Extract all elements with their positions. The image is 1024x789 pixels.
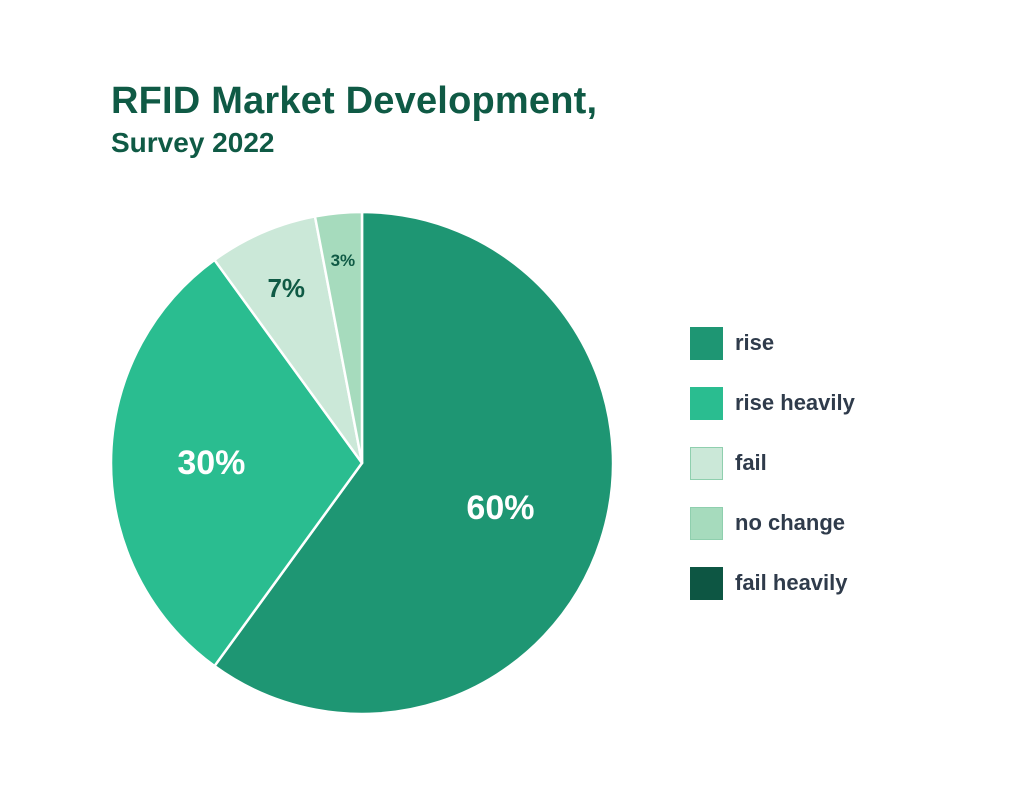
legend-label-fail: fail [735,450,767,475]
title-block: RFID Market Development, Survey 2022 [111,78,597,162]
legend-item-fail: fail [690,446,855,480]
legend-swatch-rise-heavily [690,386,723,420]
legend-swatch-fail [690,446,723,480]
pie-label-no-change: 3% [331,251,356,270]
pie-label-fail: 7% [267,273,305,303]
pie-slice-fail [213,215,364,465]
pie-label-rise-heavily: 30% [177,444,245,482]
legend-swatch-fail-heavily [690,566,723,600]
pie-slice-rise [213,210,615,716]
legend-item-no-change: no change [690,506,855,540]
chart-title: RFID Market Development, [111,80,598,122]
legend-label-rise-heavily: rise heavily [735,390,855,415]
legend-label-fail-heavily: fail heavily [735,570,848,595]
chart-subtitle: Survey 2022 [111,127,275,158]
pie-label-rise: 60% [466,489,534,527]
pie-slice-no-change [313,210,364,465]
legend-item-fail-heavily: fail heavily [690,566,855,600]
legend-swatch-no-change [690,506,723,540]
legend-label-rise: rise [735,330,775,355]
pie-slice-rise-heavily [109,258,364,668]
legend-item-rise: rise [690,326,855,360]
legend-item-rise-heavily: rise heavily [690,386,855,420]
legend-swatch-rise [690,326,723,360]
legend: rise rise heavily fail no change fail he… [690,326,855,626]
legend-label-no-change: no change [735,510,846,535]
